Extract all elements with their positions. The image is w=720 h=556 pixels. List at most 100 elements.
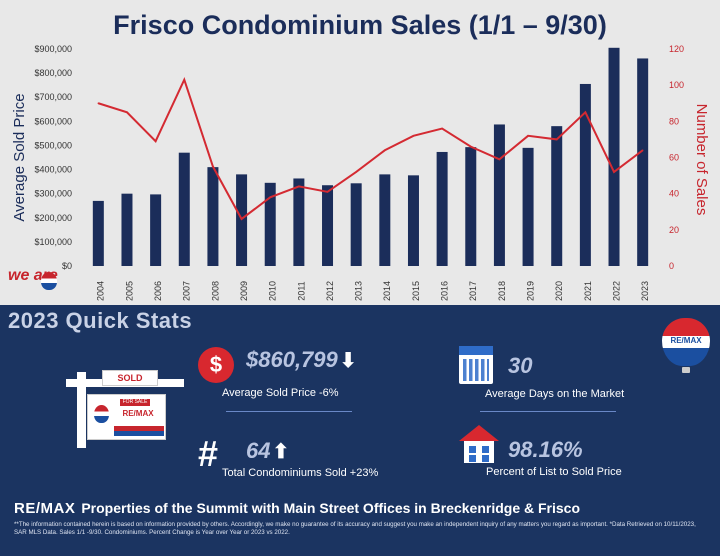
x-tick-label: 2018 [497, 281, 507, 301]
sales-count-line [98, 77, 644, 221]
bar-2021 [579, 83, 591, 266]
up-arrow-icon: ⬆ [272, 441, 290, 463]
x-tick-label: 2011 [296, 281, 306, 300]
sales-point-2023 [641, 149, 644, 152]
bar-2018 [493, 124, 505, 267]
x-tick-label: 2019 [525, 281, 535, 301]
x-tick-label: 2017 [468, 281, 478, 301]
avg-price-value: $860,799 ⬇ [246, 347, 357, 373]
y2-tick-label: 100 [669, 80, 684, 90]
sales-point-2022 [613, 171, 615, 173]
days-value: 30 [508, 353, 533, 378]
x-tick-label: 2007 [182, 281, 192, 301]
sales-point-2004 [97, 102, 100, 105]
x-tick-label: 2023 [640, 281, 650, 301]
sales-point-2013 [355, 171, 357, 173]
x-tick-label: 2006 [153, 281, 163, 301]
bar-2004 [92, 200, 104, 266]
hash-icon: # [198, 433, 219, 474]
x-tick-label: 2008 [210, 281, 220, 301]
x-tick-label: 2013 [354, 281, 364, 301]
sales-point-2016 [441, 127, 443, 130]
total-sold-value: 64 ⬆ [246, 438, 289, 464]
sign-stripe [114, 426, 164, 436]
y-tick-label: $0 [62, 261, 72, 271]
house-icon [459, 425, 499, 465]
x-tick-label: 2014 [382, 281, 392, 301]
sales-point-2021 [584, 111, 587, 114]
y2-tick-label: 0 [669, 261, 674, 271]
days-label: Average Days on the Market [485, 388, 625, 400]
y-tick-label: $900,000 [34, 44, 72, 54]
list-ratio-value: 98.16% [508, 437, 583, 462]
divider [226, 411, 352, 412]
x-tick-label: 2009 [239, 281, 249, 301]
sales-point-2011 [298, 185, 300, 188]
bar-2010 [264, 182, 276, 266]
divider [480, 411, 616, 412]
bar-2013 [350, 183, 362, 266]
bar-2006 [150, 194, 162, 266]
bar-2008 [207, 167, 219, 266]
y2-axis-title: Number of Sales [693, 104, 710, 216]
bar-2005 [121, 193, 133, 266]
sales-point-2008 [212, 165, 214, 168]
avg-price-label: Average Sold Price -6% [222, 387, 339, 399]
y-tick-label: $600,000 [34, 116, 72, 126]
chart-panel: Frisco Condominium Sales (1/1 – 9/30) $0… [0, 0, 720, 305]
y-tick-label: $700,000 [34, 92, 72, 102]
y-axis-title: Average Sold Price [11, 93, 28, 221]
we-are-remax-logo: we are [8, 268, 60, 302]
down-arrow-icon: ⬇ [339, 350, 357, 372]
disclaimer: **The information contained herein is ba… [14, 521, 696, 536]
y2-tick-label: 40 [669, 189, 679, 199]
dollar-icon: $ [198, 347, 234, 383]
x-tick-label: 2012 [325, 281, 335, 301]
sales-point-2014 [384, 149, 386, 152]
y-tick-label: $400,000 [34, 165, 72, 175]
footer-brand: RE/MAX Properties of the Summit with Main… [14, 500, 580, 517]
bar-2007 [178, 152, 190, 266]
sold-rider: SOLD [102, 370, 158, 386]
y-tick-label: $500,000 [34, 140, 72, 150]
bar-2014 [379, 174, 391, 266]
y-tick-label: $200,000 [34, 213, 72, 223]
sales-point-2018 [498, 158, 501, 161]
for-sale-label: FOR SALE [120, 399, 150, 406]
sales-point-2009 [240, 218, 243, 220]
y2-tick-label: 120 [669, 44, 684, 54]
quick-stats-title: 2023 Quick Stats [8, 308, 193, 333]
bar-2020 [551, 126, 563, 267]
bar-2015 [407, 175, 419, 266]
list-ratio-label: Percent of List to Sold Price [486, 466, 622, 478]
x-tick-label: 2004 [96, 281, 106, 301]
chart: $0 $100,000 $200,000 $300,000 $400,000 $500,0… [11, 44, 710, 301]
sales-point-2020 [555, 138, 558, 141]
x-tick-label: 2021 [583, 281, 593, 301]
bar-2023 [637, 58, 649, 266]
bar-2019 [522, 147, 534, 266]
total-sold-number: 64 [246, 438, 271, 463]
for-sale-sign-icon: FOR SALE RE/MAX [87, 394, 166, 440]
sign-balloon-icon [94, 405, 109, 423]
calendar-icon [459, 346, 493, 384]
chart-title: Frisco Condominium Sales (1/1 – 9/30) [113, 10, 607, 40]
sales-point-2015 [412, 135, 415, 137]
sales-point-2005 [126, 111, 128, 114]
y2-tick-label: 60 [669, 153, 679, 163]
y2-tick-label: 20 [669, 225, 679, 235]
sales-point-2012 [326, 191, 329, 193]
x-tick-label: 2016 [440, 281, 450, 301]
total-sold-label: Total Condominiums Sold +23% [222, 467, 379, 479]
footer-remax-logo: RE/MAX [14, 500, 76, 517]
x-tick-label: 2010 [268, 281, 278, 301]
balloon-icon [41, 272, 57, 290]
x-tick-label: 2020 [554, 281, 564, 301]
sales-point-2017 [469, 145, 472, 148]
sign-brand: RE/MAX [122, 409, 154, 418]
bar-2012 [322, 185, 334, 266]
y-tick-label: $100,000 [34, 237, 72, 247]
balloon-brand: RE/MAX [670, 336, 702, 345]
sign-post [77, 372, 86, 448]
